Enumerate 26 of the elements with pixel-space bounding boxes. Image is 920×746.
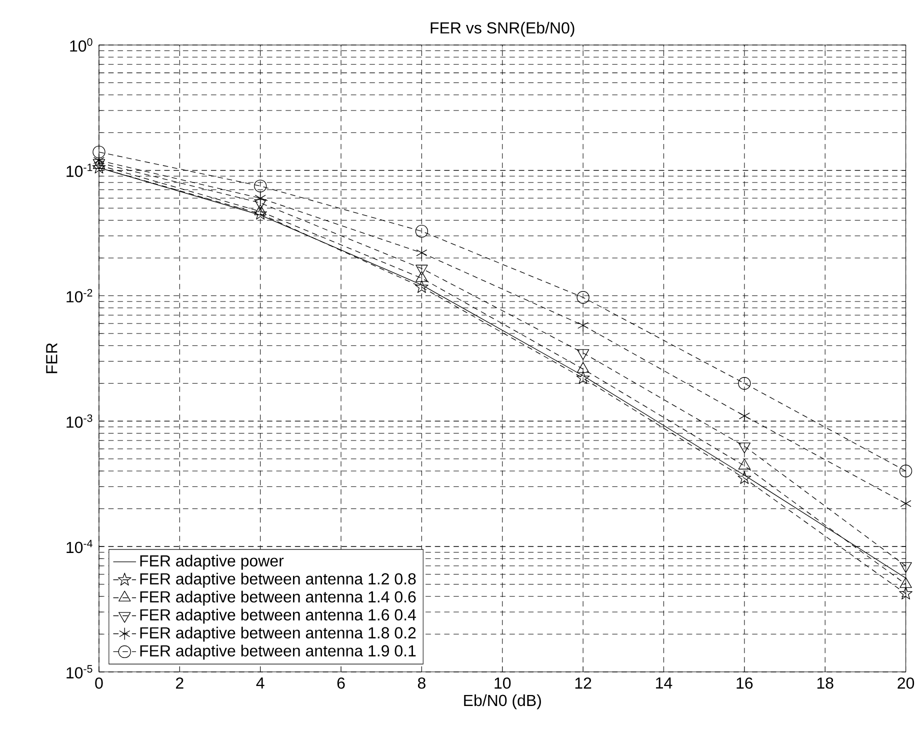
x-tick-label: 12 xyxy=(575,678,592,689)
y-tick-label: 10$^{-5}$ xyxy=(66,665,92,679)
x-tick-label: 0 xyxy=(95,678,103,689)
legend-label: FER adaptive between antenna 1.8 0.2 xyxy=(140,626,416,642)
x-axis-title: Eb/N0 (dB) xyxy=(464,694,541,710)
chart-title: FER vs SNR(Eb/N0) xyxy=(430,22,574,37)
x-tick-label: 18 xyxy=(817,678,834,689)
x-tick-label: 8 xyxy=(418,678,426,689)
x-tick-label: 20 xyxy=(898,678,914,689)
legend-label: FER adaptive between antenna 1.6 0.4 xyxy=(140,608,416,624)
y-tick-label: 10$^{-3}$ xyxy=(66,414,92,428)
legend-label: FER adaptive between antenna 1.4 0.6 xyxy=(140,590,416,606)
x-tick-label: 16 xyxy=(736,678,753,689)
y-axis-title: FER xyxy=(46,343,58,374)
y-tick-label: 10$^{-4}$ xyxy=(66,540,92,554)
x-tick-label: 4 xyxy=(256,678,264,689)
x-tick-label: 6 xyxy=(337,678,345,689)
legend-label: FER adaptive power xyxy=(140,554,284,570)
y-tick-label: 10$^{-2}$ xyxy=(66,289,92,303)
y-tick-label: 10$^{0}$ xyxy=(70,38,92,52)
x-tick-label: 14 xyxy=(656,678,672,689)
x-tick-label: 10 xyxy=(494,678,511,689)
legend-label: FER adaptive between antenna 1.9 0.1 xyxy=(140,644,416,660)
legend-label: FER adaptive between antenna 1.2 0.8 xyxy=(140,572,416,588)
y-tick-label: 10$^{-1}$ xyxy=(66,164,92,178)
x-tick-label: 2 xyxy=(176,678,184,689)
